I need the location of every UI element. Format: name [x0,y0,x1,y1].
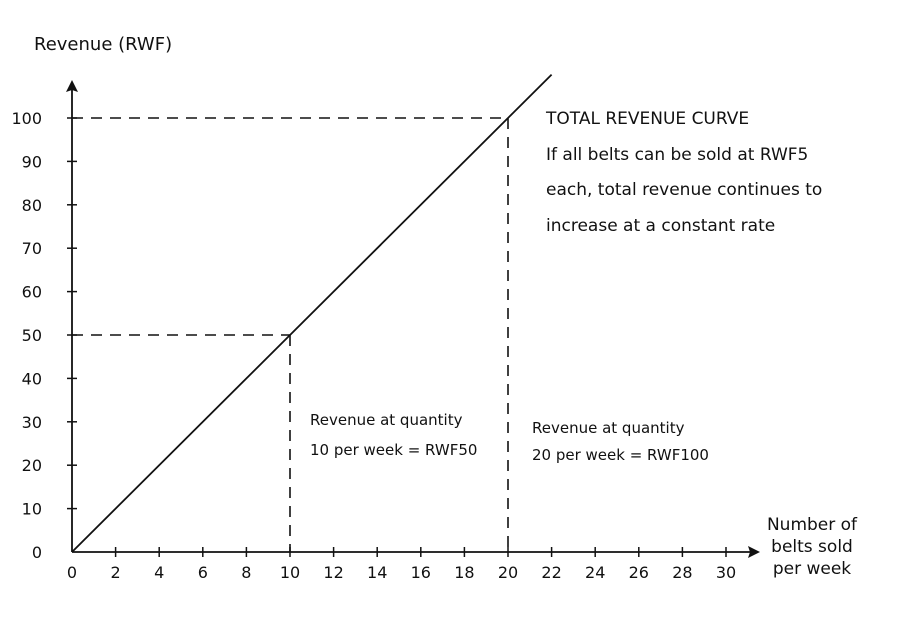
total-revenue-line [71,73,553,553]
x-tick-label: 12 [323,563,343,582]
x-tick-label: 16 [411,563,431,582]
x-axis-label-line-3: per week [773,559,851,579]
x-tick-label: 20 [498,563,518,582]
curve-annotation: TOTAL REVENUE CURVE If all belts can be … [545,109,822,236]
x-tick-label: 8 [241,563,251,582]
y-tick-label: 100 [11,109,42,128]
y-tick-label: 0 [32,543,42,562]
y-tick-label: 90 [22,152,42,171]
point-20-note-line-1: Revenue at quantity [532,419,685,437]
point-20-annotation: Revenue at quantity 20 per week = RWF100 [532,419,709,464]
x-tick-label: 24 [585,563,605,582]
y-tick-label: 50 [22,326,42,345]
x-tick-label: 2 [111,563,121,582]
point-20-note-line-2: 20 per week = RWF100 [532,446,709,464]
x-tick-label: 14 [367,563,387,582]
x-tick-label: 6 [198,563,208,582]
x-axis-label-line-2: belts sold [771,537,853,557]
y-ticks: 0 10 20 30 40 50 60 70 80 90 100 [11,109,77,562]
curve-note-line-1: If all belts can be sold at RWF5 [546,145,808,165]
x-tick-label: 0 [67,563,77,582]
series-layer [71,73,553,553]
x-ticks: 0 2 4 6 8 10 12 14 16 18 20 22 24 26 28 30 [67,547,736,582]
point-10-annotation: Revenue at quantity 10 per week = RWF50 [310,411,477,459]
reference-lines [72,117,509,552]
x-tick-label: 28 [672,563,692,582]
x-tick-label: 26 [629,563,649,582]
curve-note-line-3: increase at a constant rate [546,216,775,236]
y-axis-label: Revenue (RWF) [34,34,172,55]
x-axis-label-line-1: Number of [767,515,858,535]
y-axis-arrow [66,80,78,92]
y-tick-label: 60 [22,283,42,302]
x-tick-label: 22 [541,563,561,582]
curve-note-line-2: each, total revenue continues to [546,180,822,200]
x-tick-label: 18 [454,563,474,582]
x-tick-label: 10 [280,563,300,582]
point-10-note-line-1: Revenue at quantity [310,411,463,429]
y-tick-label: 40 [22,369,42,388]
x-tick-label: 4 [154,563,164,582]
point-10-note-line-2: 10 per week = RWF50 [310,441,477,459]
y-tick-label: 70 [22,239,42,258]
x-tick-label: 30 [716,563,736,582]
curve-title: TOTAL REVENUE CURVE [545,109,749,129]
x-axis-label: Number of belts sold per week [767,515,858,579]
y-tick-label: 80 [22,196,42,215]
y-tick-label: 30 [22,413,42,432]
y-tick-label: 20 [22,456,42,475]
y-tick-label: 10 [22,500,42,519]
x-axis-arrow [748,546,760,558]
